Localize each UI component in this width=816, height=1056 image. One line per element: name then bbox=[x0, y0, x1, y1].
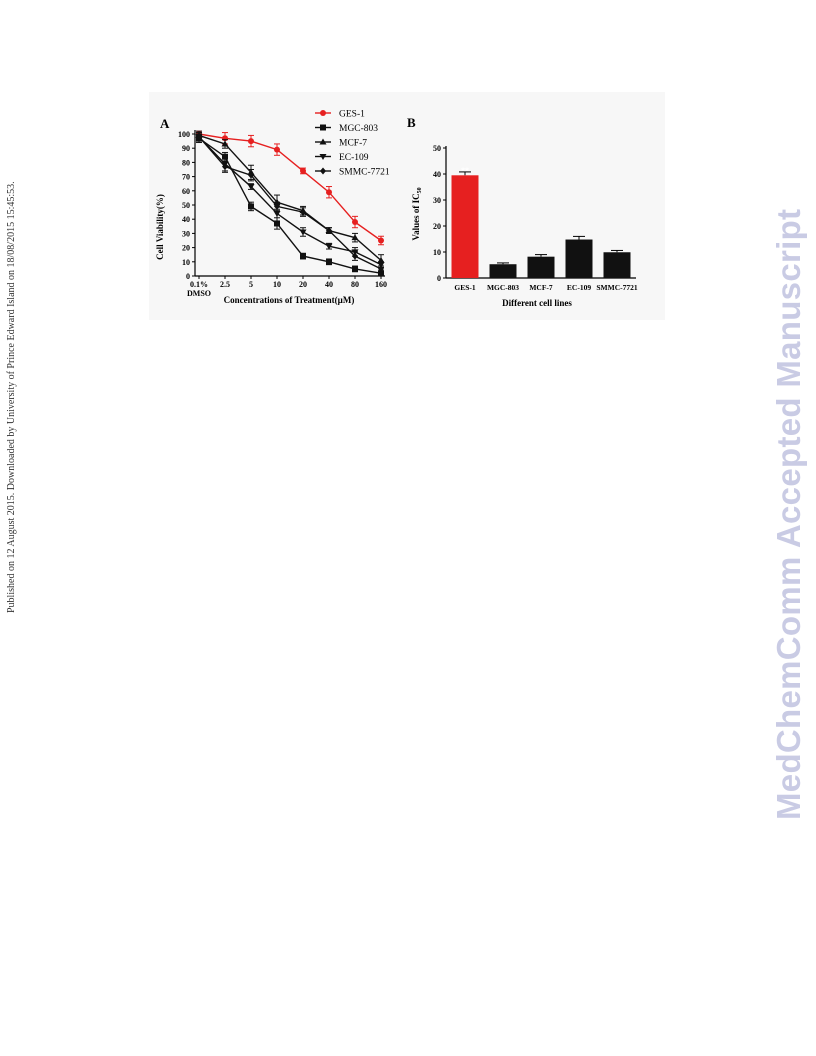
bar-ges-1 bbox=[451, 175, 479, 278]
bar-smmc-7721 bbox=[603, 252, 631, 278]
legend-label: MGC-803 bbox=[339, 124, 378, 134]
data-point bbox=[352, 265, 358, 272]
legend-marker bbox=[319, 138, 327, 145]
panel-a-x-tick-label: 160 bbox=[375, 280, 387, 289]
panel-a-series bbox=[195, 130, 385, 277]
accepted-manuscript-watermark: MedChemComm Accepted Manuscript bbox=[770, 208, 807, 820]
data-point bbox=[299, 229, 307, 236]
panel-a-y-tick-label: 90 bbox=[182, 144, 190, 153]
series-line bbox=[198, 137, 382, 274]
panel-b-x-tick-label: GES-1 bbox=[454, 283, 476, 292]
panel-a-y-tick-label: 10 bbox=[182, 258, 190, 267]
panel-a-y-tick-label: 60 bbox=[182, 187, 190, 196]
panel-a-x-axis-label: Concentrations of Treatment(µM) bbox=[224, 295, 355, 305]
data-point bbox=[274, 220, 280, 227]
series-smmc-7721 bbox=[196, 132, 384, 273]
panel-b-y-tick-label: 10 bbox=[433, 248, 441, 257]
panel-a-y-tick-label: 80 bbox=[182, 158, 190, 167]
panel-b-y-tick-label: 50 bbox=[433, 144, 441, 153]
panel-a-x-tick-label: 40 bbox=[325, 280, 333, 289]
data-point bbox=[351, 234, 359, 241]
panel-a-y-tick-label: 30 bbox=[182, 229, 190, 238]
panel-a-x-tick-label: 0.1% bbox=[190, 280, 208, 289]
legend-marker bbox=[319, 154, 327, 160]
panel-b-x-tick-label: MCF-7 bbox=[529, 283, 553, 292]
significance-annotation: ** bbox=[461, 166, 469, 175]
data-point bbox=[248, 138, 254, 145]
legend-label: EC-109 bbox=[339, 153, 369, 163]
panel-b-x-tick-label: MGC-803 bbox=[487, 283, 519, 292]
panel-a-x-tick-label: 10 bbox=[273, 280, 281, 289]
panel-a-x-tick-label: 20 bbox=[299, 280, 307, 289]
legend-marker bbox=[320, 124, 326, 131]
panel-b-x-tick-label: SMMC-7721 bbox=[596, 283, 637, 292]
panel-a-x-tick-label: 2.5 bbox=[220, 280, 230, 289]
panel-b-x-tick-label: EC-109 bbox=[567, 283, 591, 292]
panel-b-x-axis-label: Different cell lines bbox=[502, 298, 572, 308]
panel-a-x-tick-label: 80 bbox=[351, 280, 359, 289]
panel-a-label: A bbox=[160, 116, 170, 131]
panel-a-axes bbox=[194, 130, 385, 277]
data-point bbox=[377, 262, 385, 269]
data-point bbox=[352, 219, 358, 226]
data-point bbox=[274, 202, 280, 210]
bar-mcf-7 bbox=[527, 256, 555, 278]
series-line bbox=[198, 133, 382, 242]
panel-b-y-tick-label: 0 bbox=[437, 274, 441, 283]
data-point bbox=[248, 203, 254, 210]
panel-a-x-ticks: 0.1%DMSO 2.5 5 10 20 40 80 160 bbox=[187, 276, 387, 298]
panel-a-legend: GES-1 MGC-803 MCF-7 EC-109 SMMC-7721 bbox=[315, 110, 390, 178]
panel-a-y-tick-label: 20 bbox=[182, 244, 190, 253]
data-point bbox=[326, 189, 332, 196]
panel-a-y-tick-label: 50 bbox=[182, 201, 190, 210]
data-point bbox=[352, 252, 358, 260]
data-point bbox=[221, 140, 229, 147]
data-point bbox=[378, 270, 384, 277]
panel-b-y-tick-label: 40 bbox=[433, 170, 441, 179]
panel-a-y-tick-label: 40 bbox=[182, 215, 190, 224]
data-point bbox=[222, 163, 228, 171]
panel-b-y-ticks: 0 10 20 30 40 50 bbox=[433, 144, 446, 283]
panel-b-x-ticks: GES-1 MGC-803 MCF-7 EC-109 SMMC-7721 bbox=[454, 283, 638, 292]
legend-marker bbox=[320, 110, 326, 116]
panel-b-label: B bbox=[407, 115, 416, 130]
data-point bbox=[325, 243, 333, 250]
bar-ec-109 bbox=[565, 239, 593, 278]
series-line bbox=[198, 136, 382, 270]
bar-mgc-803 bbox=[489, 264, 517, 278]
panel-a-y-axis-label: Cell Viability(%) bbox=[155, 194, 165, 260]
panel-b-y-tick-label: 30 bbox=[433, 196, 441, 205]
data-point bbox=[248, 171, 254, 179]
panel-b-y-axis-label: Values of IC50 bbox=[411, 187, 423, 240]
panel-a-y-ticks: 0 10 20 30 40 50 60 70 80 90 100 bbox=[178, 130, 195, 281]
data-point bbox=[273, 211, 281, 218]
figure-panel: A 0 10 20 30 40 50 60 70 80 90 100 0.1% DMSO 2.5 5 10 2… bbox=[149, 92, 665, 320]
data-point bbox=[274, 146, 280, 153]
legend-marker bbox=[320, 167, 326, 175]
panel-a-y-tick-label: 100 bbox=[178, 130, 190, 139]
panel-a-x-tick-label: DMSO bbox=[187, 289, 211, 298]
legend-label: SMMC-7721 bbox=[339, 168, 390, 178]
data-point bbox=[378, 265, 384, 273]
panel-b-y-tick-label: 20 bbox=[433, 222, 441, 231]
data-point bbox=[326, 258, 332, 265]
series-mcf-7 bbox=[195, 130, 385, 267]
data-point bbox=[247, 184, 255, 191]
legend-label: GES-1 bbox=[339, 110, 365, 120]
data-point bbox=[378, 237, 384, 244]
publication-note: Published on 12 August 2015. Downloaded … bbox=[6, 181, 17, 613]
panel-a-y-tick-label: 0 bbox=[186, 272, 190, 281]
panel-a-x-tick-label: 5 bbox=[249, 280, 253, 289]
legend-label: MCF-7 bbox=[339, 139, 367, 149]
data-point bbox=[326, 227, 332, 235]
data-point bbox=[300, 208, 306, 216]
panel-a-y-tick-label: 70 bbox=[182, 173, 190, 182]
data-point bbox=[300, 167, 306, 174]
data-point bbox=[300, 253, 306, 260]
data-point bbox=[196, 133, 202, 141]
series-line bbox=[198, 134, 382, 261]
panel-b-bars: ** bbox=[451, 166, 631, 278]
